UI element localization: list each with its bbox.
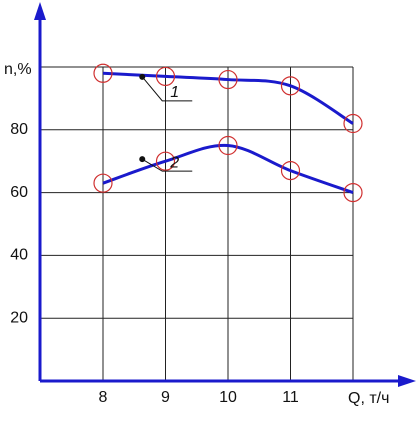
point-marker [280,161,301,181]
point-marker [280,76,301,96]
y-tick-label: 40 [10,247,28,264]
leader-line [141,76,193,102]
point-marker [93,63,113,83]
series-line [102,71,354,125]
y-tick-label: 80 [10,121,28,138]
legend-label: 1 [170,84,179,101]
x-axis-arrow [398,375,416,387]
point-marker [155,151,176,171]
point-marker [93,173,113,193]
legend-label: 2 [169,154,179,171]
x-tick-label: 8 [99,389,108,406]
point-marker [343,113,363,134]
x-tick-label: 10 [219,389,237,406]
leader-line [141,158,193,172]
x-axis-label: Q, т/ч [348,390,389,407]
series-line [102,143,354,195]
y-tick-label: 20 [10,309,28,326]
point-marker [218,135,238,156]
y-axis-label: n,% [4,61,32,78]
point-marker [218,69,238,90]
point-marker [343,183,363,203]
y-axis-arrow [34,2,46,20]
x-tick-label: 11 [282,389,299,406]
point-marker [155,66,176,87]
y-tick-label: 60 [10,184,28,201]
x-tick-label: 9 [161,389,170,406]
